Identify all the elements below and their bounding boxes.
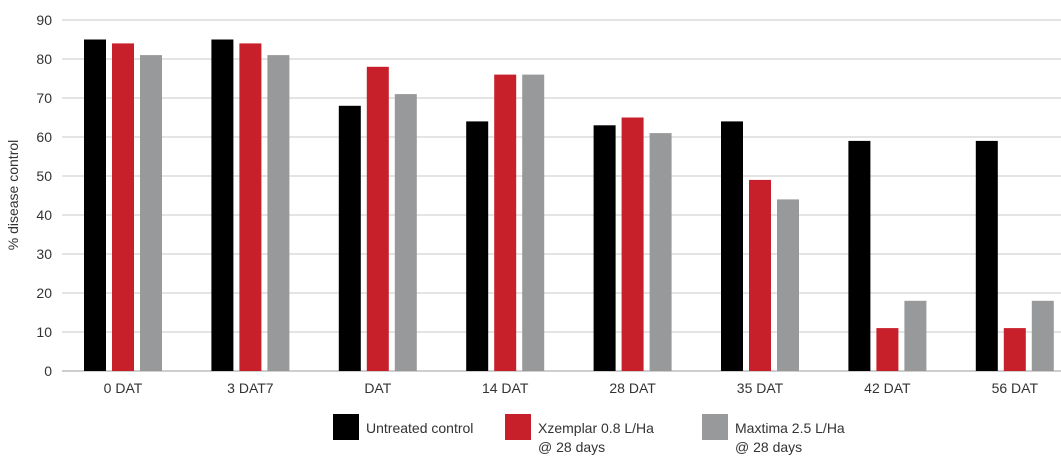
- y-axis-ticks: 0 10 20 30 40 50 60 70 80 90: [36, 12, 52, 379]
- bar-maxtima: [394, 94, 417, 371]
- y-tick-label: 20: [36, 285, 52, 301]
- bars: [84, 39, 1054, 372]
- y-tick-label: 10: [36, 324, 52, 340]
- x-tick-label: 28 DAT: [609, 380, 656, 396]
- x-tick-label: 56 DAT: [992, 380, 1039, 396]
- x-tick-label: 35 DAT: [737, 380, 784, 396]
- bar-maxtima: [522, 74, 545, 371]
- y-tick-label: 60: [36, 129, 52, 145]
- bar-xzemplar: [366, 66, 389, 372]
- bar-maxtima: [904, 300, 927, 371]
- x-tick-label: 0 DAT: [104, 380, 143, 396]
- y-tick-label: 30: [36, 246, 52, 262]
- bar-maxtima: [777, 199, 799, 371]
- bar-untreated: [211, 39, 234, 371]
- bar-untreated: [338, 105, 361, 372]
- bar-untreated: [466, 121, 489, 372]
- bar-untreated: [975, 140, 998, 371]
- bar-maxtima: [649, 133, 672, 371]
- bar-xzemplar: [112, 43, 134, 372]
- bar-xzemplar: [239, 43, 262, 372]
- legend-swatch: [333, 414, 359, 440]
- bar-untreated: [593, 125, 616, 371]
- x-tick-label: 42 DAT: [864, 380, 911, 396]
- bar-maxtima: [140, 55, 162, 371]
- bar-maxtima: [267, 55, 290, 371]
- bar-xzemplar: [621, 117, 644, 371]
- y-tick-label: 40: [36, 207, 52, 223]
- legend-label: @ 28 days: [538, 439, 605, 455]
- bar-xzemplar: [749, 179, 771, 371]
- legend-label: Untreated control: [366, 420, 473, 436]
- bar-maxtima: [1031, 300, 1054, 371]
- legend-swatch: [505, 414, 531, 440]
- legend-label: @ 28 days: [735, 439, 802, 455]
- y-tick-label: 70: [36, 90, 52, 106]
- legend: Untreated control Xzemplar 0.8 L/Ha @ 28 d…: [333, 414, 845, 455]
- y-tick-label: 90: [36, 12, 52, 28]
- y-tick-label: 50: [36, 168, 52, 184]
- x-tick-label: DAT: [364, 380, 391, 396]
- x-tick-label: 3 DAT7: [227, 380, 274, 396]
- bar-xzemplar: [494, 74, 517, 371]
- legend-swatch: [702, 414, 728, 440]
- y-tick-label: 80: [36, 51, 52, 67]
- x-tick-label: 14 DAT: [482, 380, 529, 396]
- y-axis-title: % disease control: [5, 140, 21, 251]
- bar-untreated: [84, 39, 106, 371]
- legend-label: Xzemplar 0.8 L/Ha: [538, 420, 654, 436]
- bar-xzemplar: [1003, 328, 1026, 371]
- bar-untreated: [848, 140, 871, 371]
- x-axis-ticks: 0 DAT 3 DAT7 DAT 14 DAT 28 DAT 35 DAT 42 DAT 56…: [104, 380, 1039, 396]
- bar-xzemplar: [876, 328, 899, 371]
- y-tick-label: 0: [44, 363, 52, 379]
- bar-untreated: [721, 121, 743, 372]
- legend-label: Maxtima 2.5 L/Ha: [735, 420, 845, 436]
